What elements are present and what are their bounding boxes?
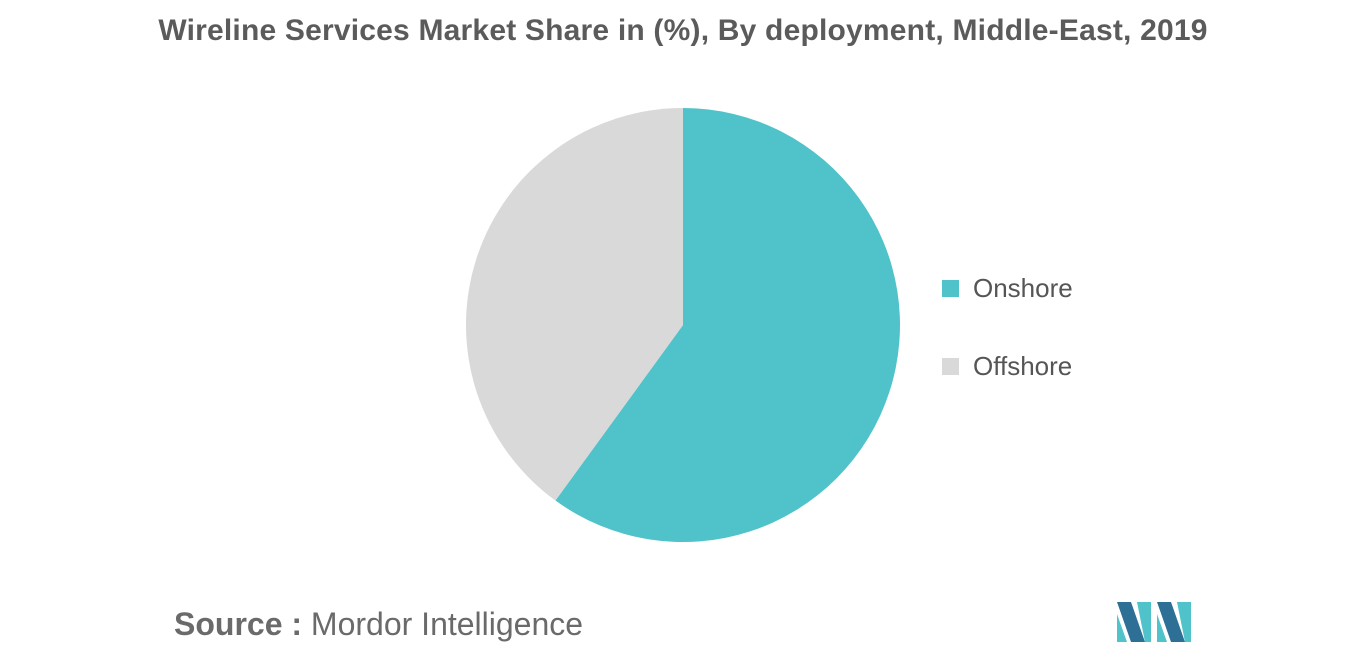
legend-item-onshore: Onshore — [942, 273, 1073, 303]
source-text: Mordor Intelligence — [310, 606, 584, 642]
chart-title: Wireline Services Market Share in (%), B… — [158, 14, 1208, 47]
pie-slices — [466, 108, 901, 543]
legend-swatch-offshore — [942, 357, 959, 375]
legend-item-offshore: Offshore — [942, 351, 1073, 381]
legend-label-onshore: Onshore — [973, 272, 1073, 303]
mordor-logo-icon — [1117, 602, 1191, 642]
source-prefix: Source : — [174, 606, 303, 642]
source-note: Source : Mordor Intelligence — [174, 606, 583, 643]
legend-label-offshore: Offshore — [973, 350, 1073, 381]
legend: Onshore Offshore — [942, 273, 1073, 429]
legend-swatch-onshore — [942, 279, 959, 297]
pie-slice-offshore — [466, 108, 683, 501]
pie-slice-onshore — [555, 108, 901, 543]
